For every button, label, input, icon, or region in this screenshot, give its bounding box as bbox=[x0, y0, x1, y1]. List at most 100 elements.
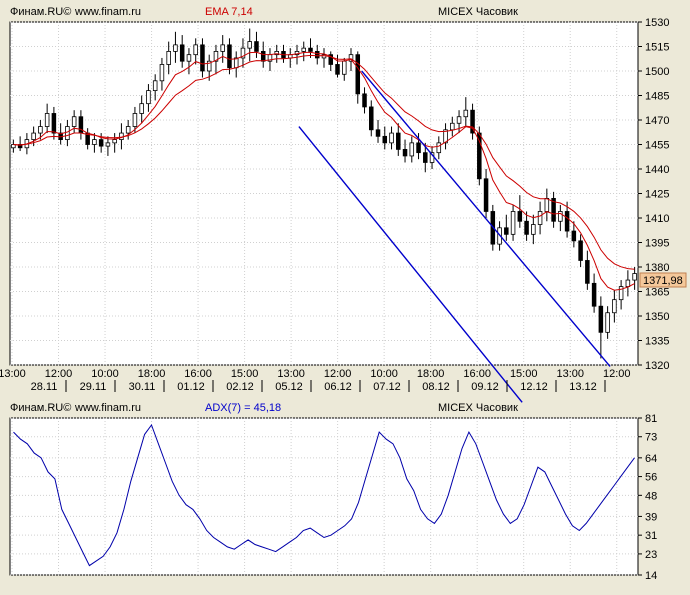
candle-body bbox=[463, 109, 469, 118]
candle-body bbox=[125, 126, 131, 134]
date-tick-label: 05.12 bbox=[275, 381, 303, 393]
date-tick-label: 29.11 bbox=[80, 381, 107, 393]
candle-body bbox=[328, 54, 334, 65]
price-y-tick-label: 1395 bbox=[645, 238, 669, 250]
time-tick-label: 13:00 bbox=[0, 368, 26, 380]
candle-body bbox=[308, 47, 313, 52]
date-tick-label: 30.11 bbox=[129, 381, 156, 393]
adx-y-tick-label: 31 bbox=[645, 530, 657, 542]
date-tick-label: 06.12 bbox=[324, 381, 352, 393]
candle-body bbox=[544, 197, 550, 212]
candle-body bbox=[348, 54, 354, 62]
candle-body bbox=[436, 142, 442, 154]
candle-body bbox=[166, 51, 171, 65]
candle-body bbox=[247, 41, 252, 49]
candle-body bbox=[146, 90, 151, 105]
channel-line bbox=[361, 70, 611, 367]
candle-body bbox=[254, 41, 259, 52]
candle-body bbox=[510, 211, 516, 235]
candle-body bbox=[477, 132, 482, 180]
candle-body bbox=[396, 132, 401, 150]
time-tick-label: 18:00 bbox=[417, 368, 445, 380]
candle-body bbox=[443, 129, 448, 144]
time-tick-label: 18:00 bbox=[138, 368, 166, 380]
candle-body bbox=[260, 51, 266, 62]
candle-body bbox=[11, 144, 16, 149]
adx-y-tick-label: 39 bbox=[645, 511, 657, 523]
ema-lines bbox=[13, 51, 635, 291]
candle-body bbox=[105, 142, 111, 147]
candle-body bbox=[362, 93, 367, 108]
time-tick-label: 10:00 bbox=[91, 368, 119, 380]
candle-body bbox=[342, 60, 347, 75]
candle-body bbox=[598, 305, 604, 333]
candle-body bbox=[206, 60, 212, 72]
candle-body bbox=[51, 113, 57, 134]
date-tick-label: 07.12 bbox=[373, 381, 401, 393]
date-tick-label: 12.12 bbox=[520, 381, 548, 393]
candle-body bbox=[132, 113, 138, 127]
candle-body bbox=[65, 126, 70, 140]
price-y-tick-label: 1455 bbox=[645, 140, 669, 152]
ema-line bbox=[13, 51, 635, 291]
candle-body bbox=[504, 227, 509, 235]
candle-body bbox=[483, 178, 489, 212]
candle-body bbox=[301, 47, 306, 52]
bottom-exchange-label: MICEX Часовик bbox=[438, 402, 518, 414]
candle-body bbox=[139, 103, 144, 114]
candle-body bbox=[335, 64, 340, 75]
ema-line bbox=[13, 54, 635, 270]
candle-body bbox=[179, 44, 185, 62]
adx-y-tick-label: 73 bbox=[645, 432, 657, 444]
candle-body bbox=[618, 286, 624, 301]
last-price-value: 1371,98 bbox=[643, 275, 683, 287]
candle-body bbox=[409, 142, 415, 157]
price-y-tick-label: 1530 bbox=[645, 17, 669, 29]
candle-body bbox=[71, 116, 77, 127]
time-tick-label: 15:00 bbox=[231, 368, 259, 380]
last-price-tag bbox=[639, 272, 687, 288]
candle-body bbox=[382, 135, 388, 144]
candle-body bbox=[423, 152, 428, 163]
candle-body bbox=[632, 273, 637, 281]
time-tick-label: 12:00 bbox=[603, 368, 631, 380]
date-tick-label: 28.11 bbox=[31, 381, 58, 393]
candle-body bbox=[92, 139, 97, 145]
price-grid bbox=[10, 21, 638, 366]
top-source-label: Финам.RU© bbox=[10, 6, 71, 18]
trend-channel bbox=[298, 70, 611, 403]
bottom-source-label: Финам.RU© bbox=[10, 402, 71, 414]
price-y-tick-label: 1380 bbox=[645, 262, 669, 274]
price-y-tick-label: 1320 bbox=[645, 360, 669, 372]
adx-series-line bbox=[13, 423, 635, 567]
candle-body bbox=[591, 282, 597, 307]
candle-body bbox=[152, 80, 158, 92]
price-y-tick-label: 1335 bbox=[645, 336, 669, 348]
candle-body bbox=[531, 224, 536, 235]
time-tick-label: 13:00 bbox=[277, 368, 305, 380]
channel-line bbox=[298, 126, 523, 403]
price-y-tick-label: 1365 bbox=[645, 287, 669, 299]
top-indicator-label: EMA 7,14 bbox=[205, 6, 253, 18]
top-site-label: www.finam.ru bbox=[74, 6, 141, 18]
candle-body bbox=[456, 116, 462, 124]
price-y-axis: 1320 1335 1350 1365 1380 1395 1410 1425 1440 1455… bbox=[638, 17, 669, 372]
bottom-site-label: www.finam.ru bbox=[74, 402, 141, 414]
candle-body bbox=[389, 132, 394, 144]
candle-body bbox=[578, 240, 583, 261]
price-y-tick-label: 1425 bbox=[645, 189, 669, 201]
candle-body bbox=[416, 142, 421, 154]
adx-y-tick-label: 81 bbox=[645, 413, 657, 425]
candle-body bbox=[585, 260, 590, 284]
date-tick-label: 13.12 bbox=[569, 381, 597, 393]
price-y-tick-label: 1410 bbox=[645, 213, 669, 225]
candle-body bbox=[551, 197, 556, 222]
price-y-tick-label: 1515 bbox=[645, 42, 669, 54]
candle-body bbox=[44, 113, 50, 127]
candle-body bbox=[625, 279, 631, 288]
adx-grid bbox=[10, 417, 638, 576]
candle-body bbox=[524, 220, 529, 235]
time-tick-label: 13:00 bbox=[556, 368, 584, 380]
